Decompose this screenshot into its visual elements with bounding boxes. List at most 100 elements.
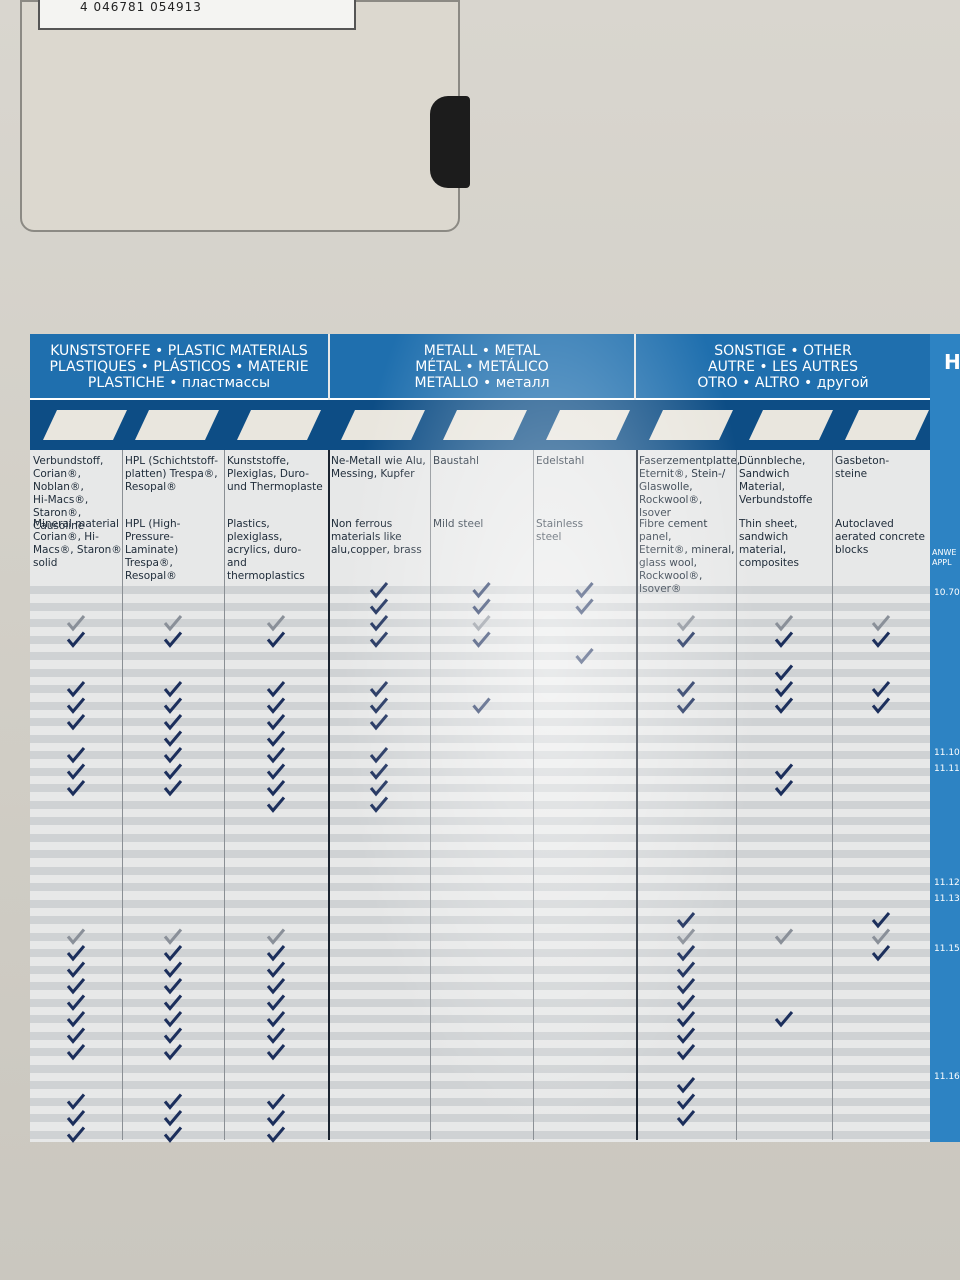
check-mark [266, 730, 286, 747]
check-mark [871, 697, 891, 714]
column-label-en: Plastics, plexiglass, acrylics, duro- an… [227, 518, 305, 582]
check-mark [369, 714, 389, 731]
check-mark [266, 928, 286, 945]
check-mark [66, 945, 86, 962]
check-mark [369, 697, 389, 714]
check-mark [163, 747, 183, 764]
check-mark [66, 994, 86, 1011]
check-mark [676, 615, 696, 632]
barcode-label [38, 0, 356, 30]
check-mark [163, 961, 183, 978]
check-mark [369, 598, 389, 615]
check-mark [266, 747, 286, 764]
check-mark [871, 912, 891, 929]
check-mark [266, 780, 286, 797]
check-mark [163, 1044, 183, 1061]
check-mark [676, 945, 696, 962]
check-mark [66, 1044, 86, 1061]
check-mark [774, 681, 794, 698]
check-mark [369, 747, 389, 764]
check-mark [266, 796, 286, 813]
group-header: KUNSTSTOFFE • PLASTIC MATERIALS PLASTIQU… [30, 334, 328, 400]
check-mark [66, 1027, 86, 1044]
check-mark [676, 912, 696, 929]
check-mark [66, 615, 86, 632]
check-mark [774, 928, 794, 945]
check-mark [66, 1126, 86, 1143]
check-mark [369, 796, 389, 813]
check-mark [774, 615, 794, 632]
check-mark [774, 664, 794, 681]
check-mark [676, 1077, 696, 1094]
check-mark [774, 697, 794, 714]
check-mark [66, 1110, 86, 1127]
check-mark [66, 631, 86, 648]
check-mark [266, 1027, 286, 1044]
check-mark [266, 945, 286, 962]
check-mark [369, 763, 389, 780]
check-mark [266, 681, 286, 698]
check-mark [472, 615, 491, 632]
check-mark [472, 582, 491, 599]
check-mark [163, 945, 183, 962]
check-mark [369, 631, 389, 648]
check-mark [871, 631, 891, 648]
check-mark [871, 945, 891, 962]
check-mark [66, 928, 86, 945]
check-mark [676, 681, 696, 698]
column-label-en: Mineral material Corian®, Hi-Macs®, Star… [33, 518, 122, 569]
side-header: ANWE APPL [932, 548, 957, 567]
check-mark [266, 615, 286, 632]
check-mark [66, 1011, 86, 1028]
check-mark [163, 1126, 183, 1143]
side-code: 11.16 [934, 1072, 960, 1082]
side-code: 11.11 [934, 764, 960, 774]
check-mark [266, 714, 286, 731]
hang-hole [430, 96, 470, 188]
check-mark [774, 780, 794, 797]
check-mark [369, 780, 389, 797]
check-mark [676, 697, 696, 714]
side-code: 11.10 [934, 748, 960, 758]
check-mark [676, 631, 696, 648]
check-mark [871, 681, 891, 698]
check-mark [676, 961, 696, 978]
column-label-en: Autoclaved aerated concrete blocks [835, 518, 925, 556]
check-mark [266, 961, 286, 978]
check-mark [163, 1027, 183, 1044]
check-mark [66, 1093, 86, 1110]
check-mark [163, 928, 183, 945]
check-mark [266, 994, 286, 1011]
check-mark [163, 730, 183, 747]
check-mark [163, 1093, 183, 1110]
check-mark [575, 648, 594, 665]
check-mark [163, 631, 183, 648]
check-mark [266, 1110, 286, 1127]
column-label-de: Verbundstoff, Corian®, Noblan®, Hi-Macs®… [33, 455, 104, 532]
check-mark [871, 615, 891, 632]
column-label-de: Kunststoffe, Plexiglas, Duro- und Thermo… [227, 455, 323, 493]
check-mark [163, 994, 183, 1011]
check-mark [575, 582, 594, 599]
check-mark [266, 1011, 286, 1028]
check-mark [266, 978, 286, 995]
check-mark [676, 1110, 696, 1127]
check-mark [266, 1126, 286, 1143]
check-mark [66, 780, 86, 797]
check-mark [266, 697, 286, 714]
column-divider [832, 450, 833, 1140]
column-label-de: HPL (Schichtstoff- platten) Trespa®, Res… [125, 455, 219, 493]
check-mark [774, 763, 794, 780]
column-divider [122, 450, 123, 1140]
check-mark [676, 978, 696, 995]
check-mark [266, 763, 286, 780]
check-mark [266, 1044, 286, 1061]
check-mark [66, 697, 86, 714]
column-label-de: Gasbeton- steine [835, 455, 890, 480]
column-label-en: HPL (High-Pressure- Laminate) Trespa®, R… [125, 518, 181, 582]
check-mark [266, 1093, 286, 1110]
check-mark [369, 615, 389, 632]
side-code: 11.13 [934, 894, 960, 904]
